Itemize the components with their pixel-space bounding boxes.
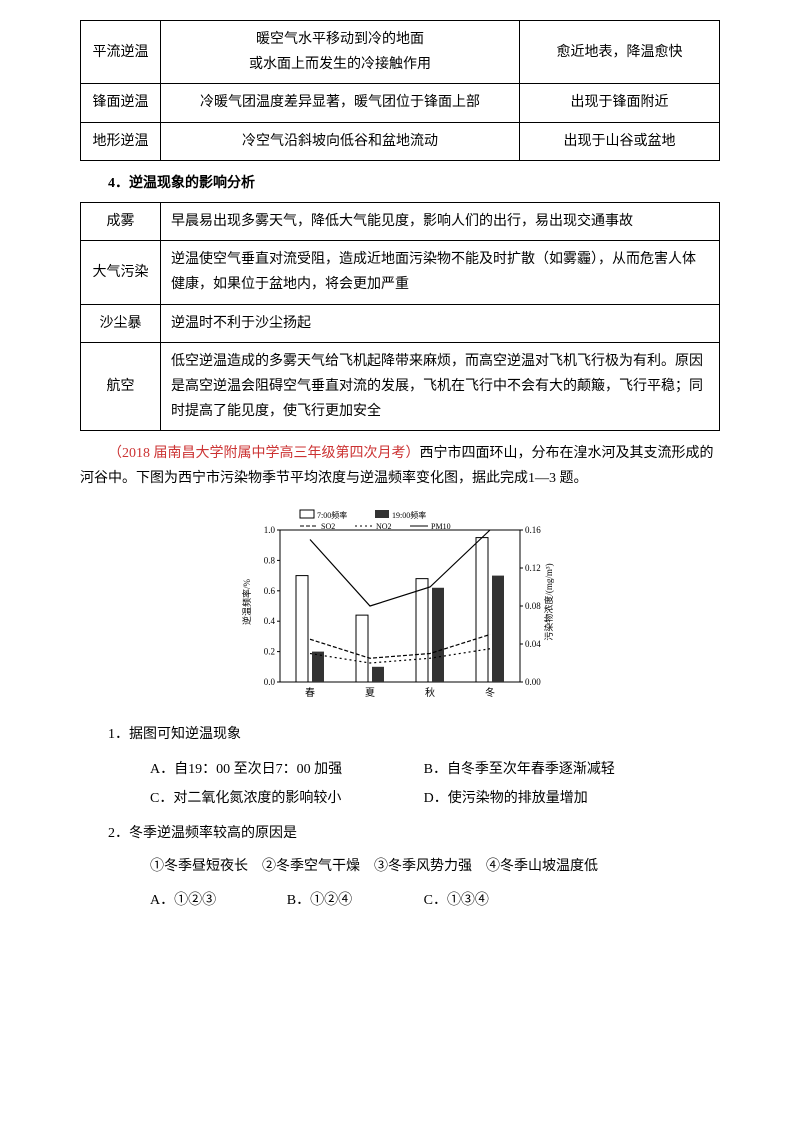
cell-label: 大气污染 [81,241,161,304]
svg-text:逆温频率/%: 逆温频率/% [241,578,252,625]
cell-note: 出现于锋面附近 [520,84,720,122]
option-a: A．①②③ [150,888,287,913]
option-d: D．使污染物的排放量增加 [424,786,698,811]
cell-desc: 低空逆温造成的多雾天气给飞机起降带来麻烦，而高空逆温对飞机飞行极为有利。原因是高… [161,342,720,431]
chart-svg: 0.0 0.2 0.4 0.6 0.8 1.0 0.00 0.04 0.08 0.12 0.16 逆温… [240,502,560,702]
question-options: A．①②③ B．①②④ C．①③④ [150,886,720,915]
cell-desc: 冷空气沿斜坡向低谷和盆地流动 [161,122,520,160]
svg-text:春: 春 [305,687,315,699]
question-sub: ①冬季昼短夜长 ②冬季空气干燥 ③冬季风势力强 ④冬季山坡温度低 [150,854,720,879]
svg-text:0.4: 0.4 [264,616,276,626]
option-c: C．对二氧化氮浓度的影响较小 [150,786,424,811]
svg-text:0.16: 0.16 [525,525,541,535]
cell-label: 沙尘暴 [81,304,161,342]
svg-text:0.8: 0.8 [264,555,276,565]
option-b: B．①②④ [287,888,424,913]
question-stem: 1．据图可知逆温现象 [108,722,720,747]
cell-label: 成雾 [81,202,161,240]
svg-text:冬: 冬 [485,686,495,699]
svg-text:0.08: 0.08 [525,601,541,611]
cell-note: 出现于山谷或盆地 [520,122,720,160]
inversion-impact-table: 成雾 早晨易出现多雾天气，降低大气能见度，影响人们的出行，易出现交通事故 大气污… [80,202,720,431]
section-title: 4．逆温现象的影响分析 [108,171,720,196]
cell-label: 平流逆温 [81,21,161,84]
svg-text:0.0: 0.0 [264,677,276,687]
svg-text:0.00: 0.00 [525,677,541,687]
cell-desc: 冷暖气团温度差异显著，暖气团位于锋面上部 [161,84,520,122]
svg-text:0.12: 0.12 [525,563,541,573]
question-2: 2．冬季逆温频率较高的原因是 ①冬季昼短夜长 ②冬季空气干燥 ③冬季风势力强 ④… [80,821,720,915]
cell-label: 航空 [81,342,161,431]
svg-text:0.2: 0.2 [264,646,275,656]
cell-desc: 暖空气水平移动到冷的地面 或水面上而发生的冷接触作用 [161,21,520,84]
question-stem: 2．冬季逆温频率较高的原因是 [108,821,720,846]
chart: 0.0 0.2 0.4 0.6 0.8 1.0 0.00 0.04 0.08 0.12 0.16 逆温… [240,502,560,702]
exam-intro: （2018 届南昌大学附属中学高三年级第四次月考）西宁市四面环山，分布在湟水河及… [80,441,720,491]
option-c: C．①③④ [424,888,561,913]
svg-text:19:00频率: 19:00频率 [392,510,426,520]
svg-text:夏: 夏 [365,687,375,699]
cell-desc: 早晨易出现多雾天气，降低大气能见度，影响人们的出行，易出现交通事故 [161,202,720,240]
option-b: B．自冬季至次年春季逐渐减轻 [424,757,698,782]
cell-label: 地形逆温 [81,122,161,160]
exam-source: （2018 届南昌大学附属中学高三年级第四次月考） [108,446,420,461]
cell-note: 愈近地表，降温愈快 [520,21,720,84]
svg-text:秋: 秋 [425,686,435,699]
svg-text:7:00频率: 7:00频率 [317,510,347,520]
question-options: A．自19：00 至次日7：00 加强 B．自冬季至次年春季逐渐减轻 C．对二氧… [150,755,720,813]
svg-text:NO2: NO2 [376,522,392,531]
svg-text:0.6: 0.6 [264,585,276,595]
svg-text:SO2: SO2 [321,522,335,531]
cell-desc: 逆温时不利于沙尘扬起 [161,304,720,342]
option-a: A．自19：00 至次日7：00 加强 [150,757,424,782]
cell-label: 锋面逆温 [81,84,161,122]
cell-desc: 逆温使空气垂直对流受阻，造成近地面污染物不能及时扩散（如雾霾），从而危害人体健康… [161,241,720,304]
inversion-types-table: 平流逆温 暖空气水平移动到冷的地面 或水面上而发生的冷接触作用 愈近地表，降温愈… [80,20,720,161]
svg-text:污染物浓度/(mg/m³): 污染物浓度/(mg/m³) [543,563,554,640]
question-1: 1．据图可知逆温现象 A．自19：00 至次日7：00 加强 B．自冬季至次年春… [80,722,720,814]
svg-text:1.0: 1.0 [264,525,276,535]
svg-text:0.04: 0.04 [525,639,541,649]
svg-text:PM10: PM10 [431,522,451,531]
